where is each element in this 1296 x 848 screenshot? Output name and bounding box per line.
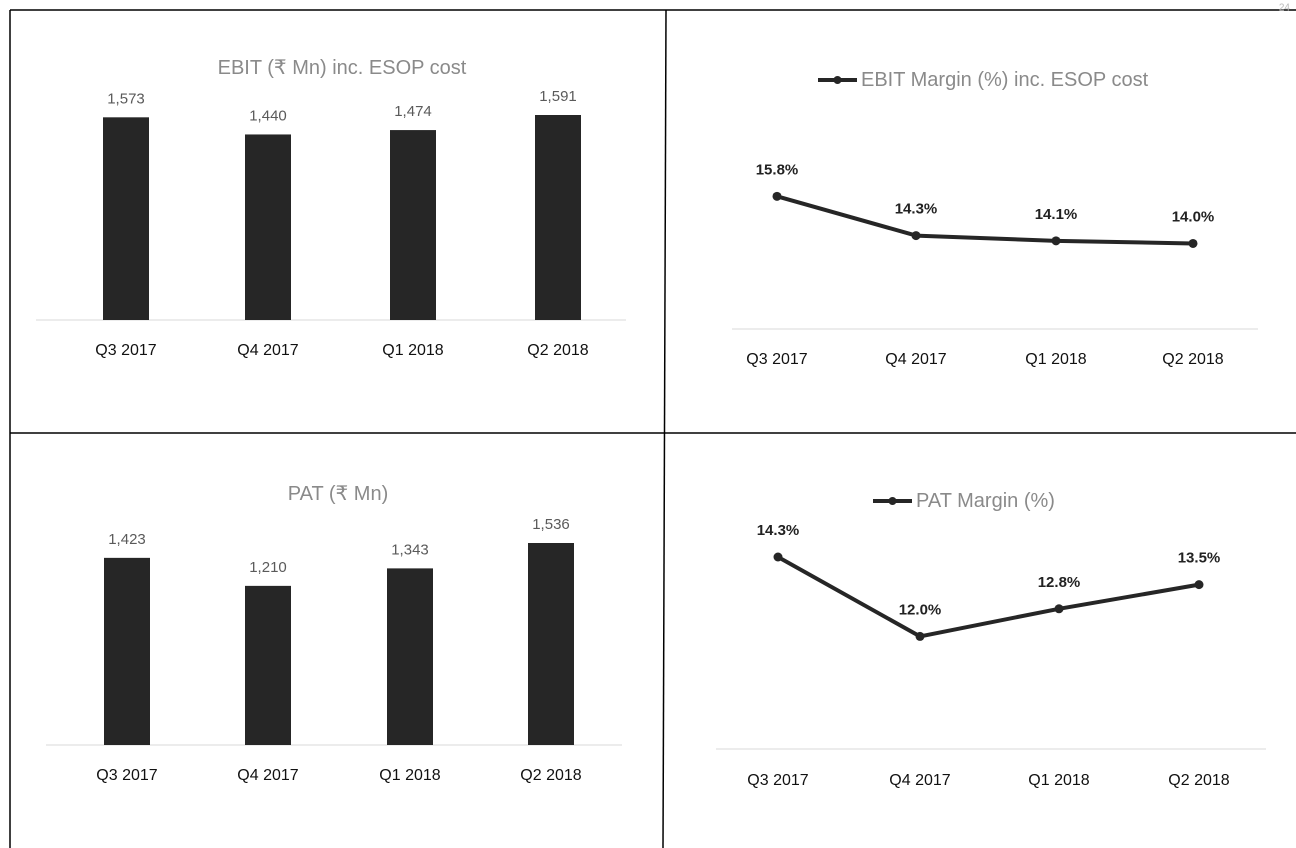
grid-center-divider <box>662 9 667 848</box>
x-tick-label: Q1 2018 <box>379 767 440 784</box>
bar <box>528 543 574 745</box>
x-tick-label: Q2 2018 <box>527 342 588 359</box>
data-point <box>1194 580 1204 590</box>
x-tick-label: Q4 2017 <box>885 351 946 368</box>
data-label: 15.8% <box>756 161 799 178</box>
data-label: 13.5% <box>1178 550 1221 567</box>
data-label: 1,423 <box>108 531 146 548</box>
x-tick-label: Q4 2017 <box>237 767 298 784</box>
x-tick-label: Q2 2018 <box>1162 351 1223 368</box>
x-tick-label: Q3 2017 <box>95 342 156 359</box>
data-label: 1,440 <box>249 107 287 124</box>
data-point <box>1054 604 1064 614</box>
bar <box>245 585 291 745</box>
data-label: 14.1% <box>1035 206 1078 223</box>
x-tick-label: Q1 2018 <box>1025 351 1086 368</box>
data-point <box>915 631 925 641</box>
data-label: 12.8% <box>1038 574 1081 591</box>
data-point <box>773 552 783 562</box>
legend-label: PAT Margin (%) <box>916 490 1055 512</box>
data-label: 12.0% <box>899 601 942 618</box>
series-line <box>777 555 1200 639</box>
data-label: 1,210 <box>249 559 287 576</box>
x-tick-label: Q1 2018 <box>382 342 443 359</box>
x-tick-label: Q4 2017 <box>889 772 950 789</box>
data-label: 14.0% <box>1172 208 1215 225</box>
data-point <box>911 231 921 241</box>
chart-title: PAT (₹ Mn) <box>288 483 389 505</box>
x-tick-label: Q4 2017 <box>237 342 298 359</box>
pat-margin-line-chart: Q3 2017 Q4 2017 Q1 2018 Q2 2018 PAT Margin (… <box>716 490 1266 789</box>
bar <box>103 117 149 320</box>
ebit-bar-chart: Q3 2017 Q4 2017 Q1 2018 Q2 2018 EBIT (₹ Mn) … <box>36 57 626 359</box>
x-tick-label: Q3 2017 <box>746 351 807 368</box>
x-tick-label: Q1 2018 <box>1028 772 1089 789</box>
bar <box>387 568 433 745</box>
bar <box>104 557 150 745</box>
data-point <box>772 191 782 201</box>
data-label: 1,573 <box>107 90 145 107</box>
x-tick-label: Q3 2017 <box>96 767 157 784</box>
pat-bar-chart: Q3 2017 Q4 2017 Q1 2018 Q2 2018 PAT (₹ Mn) 1,… <box>46 483 622 784</box>
data-label: 1,536 <box>532 516 570 533</box>
corner-mark: 24 <box>1279 2 1291 13</box>
x-tick-label: Q2 2018 <box>520 767 581 784</box>
legend-label: EBIT Margin (%) inc. ESOP cost <box>861 69 1149 91</box>
data-label: 1,474 <box>394 103 432 120</box>
data-label: 1,591 <box>539 88 577 105</box>
series-line <box>776 194 1194 246</box>
bar <box>390 130 436 320</box>
bar <box>245 134 291 320</box>
bar <box>535 115 581 320</box>
ebit-margin-line-chart: Q3 2017 Q4 2017 Q1 2018 Q2 2018 EBIT Margin … <box>732 69 1258 368</box>
data-point <box>1051 236 1061 246</box>
x-tick-label: Q2 2018 <box>1168 772 1229 789</box>
x-tick-label: Q3 2017 <box>747 772 808 789</box>
data-label: 14.3% <box>757 522 800 539</box>
legend-marker <box>833 76 842 84</box>
data-point <box>1188 238 1198 248</box>
legend-marker <box>888 497 897 505</box>
data-label: 14.3% <box>895 201 938 218</box>
chart-title: EBIT (₹ Mn) inc. ESOP cost <box>218 57 467 79</box>
data-label: 1,343 <box>391 541 429 558</box>
